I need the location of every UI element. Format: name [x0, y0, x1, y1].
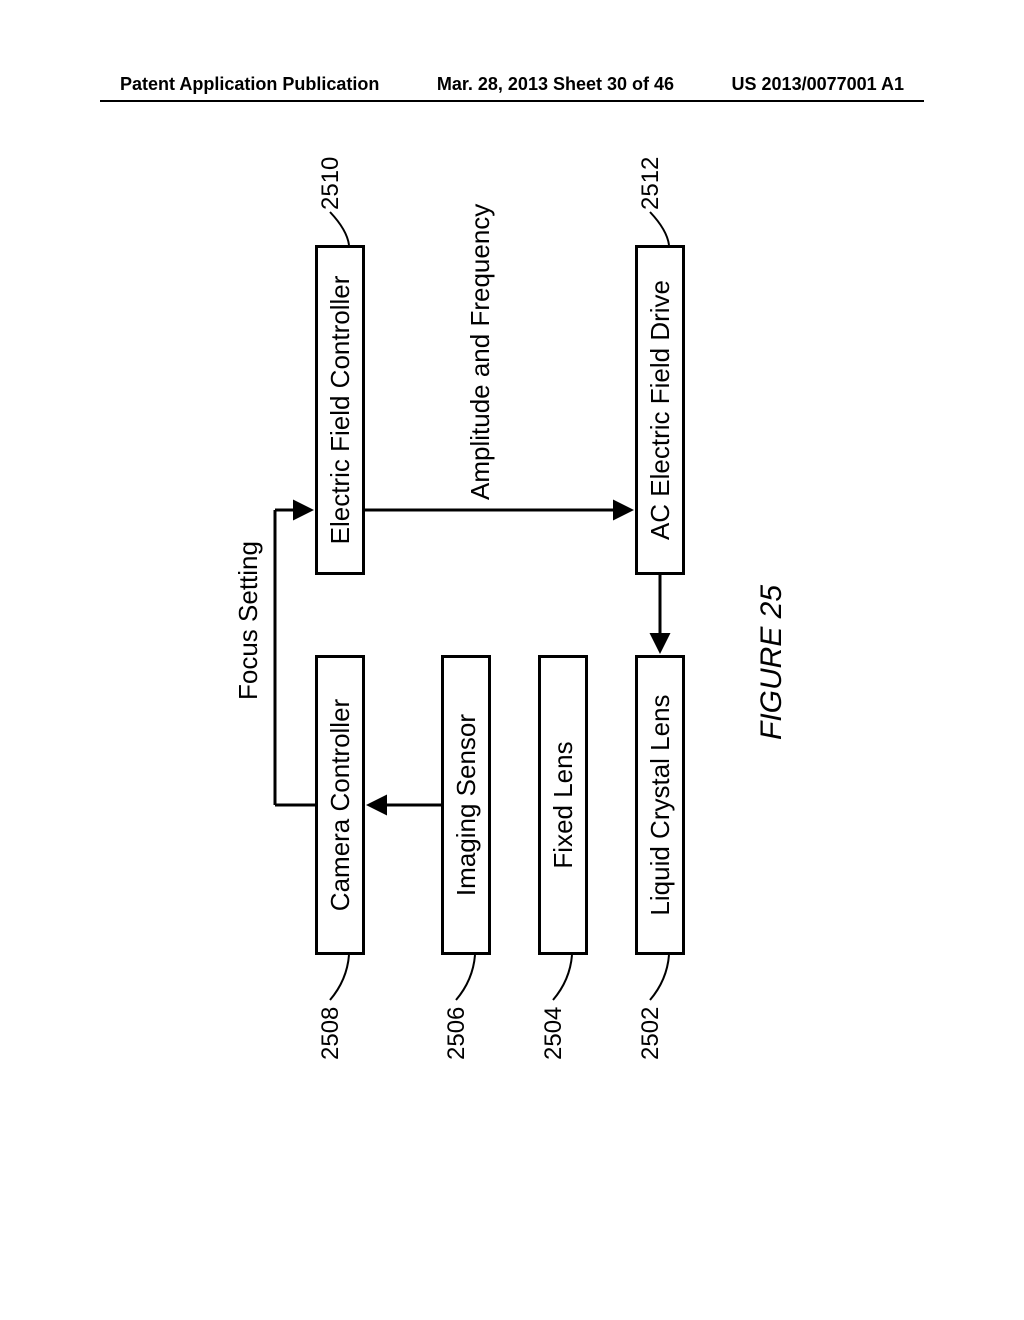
diagram-arrows: [95, 130, 855, 1130]
diagram: Camera Controller Imaging Sensor Fixed L…: [100, 180, 850, 1080]
header-center: Mar. 28, 2013 Sheet 30 of 46: [437, 74, 674, 95]
header-left: Patent Application Publication: [120, 74, 379, 95]
header-divider: [100, 100, 924, 102]
header-right: US 2013/0077001 A1: [732, 74, 904, 95]
